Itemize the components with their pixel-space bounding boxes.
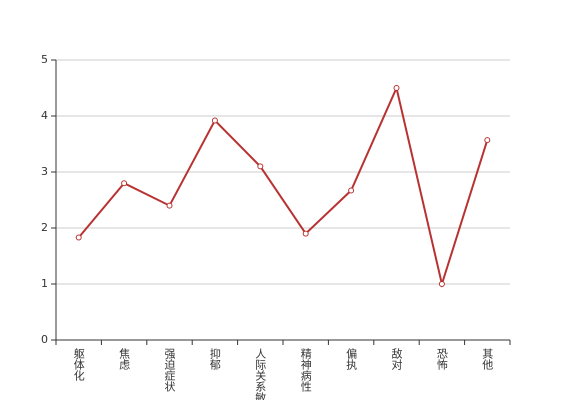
point [166,202,173,209]
point [393,85,400,91]
y-tick-label: 2 [41,221,48,234]
x-tick-label: 强迫症状 [163,348,176,392]
y-tick-label: 5 [41,53,48,66]
point [302,230,309,237]
x-tick-label: 焦虑 [118,348,131,370]
x-tick-label: 偏执 [345,347,358,371]
x-tick-label: 抑郁 [208,347,221,370]
point [211,117,218,124]
x-tick-label: 人际关系敏感 [254,348,267,400]
x-tick-label: 躯体化 [72,348,85,382]
y-tick-label: 1 [41,277,48,290]
y-tick-label: 3 [41,165,48,178]
point [348,187,355,194]
x-tick-label: 其他 [481,348,494,370]
y-tick-label: 4 [41,109,48,122]
x-tick-label: 恐怖 [435,348,448,370]
point [257,163,264,170]
point [121,180,128,187]
x-tick-label: 敌对 [390,347,403,370]
point [75,234,82,241]
x-tick-label: 精神病性 [299,348,312,393]
y-tick-label: 0 [41,333,48,346]
point [484,137,491,144]
point [438,281,445,287]
line [77,84,489,288]
